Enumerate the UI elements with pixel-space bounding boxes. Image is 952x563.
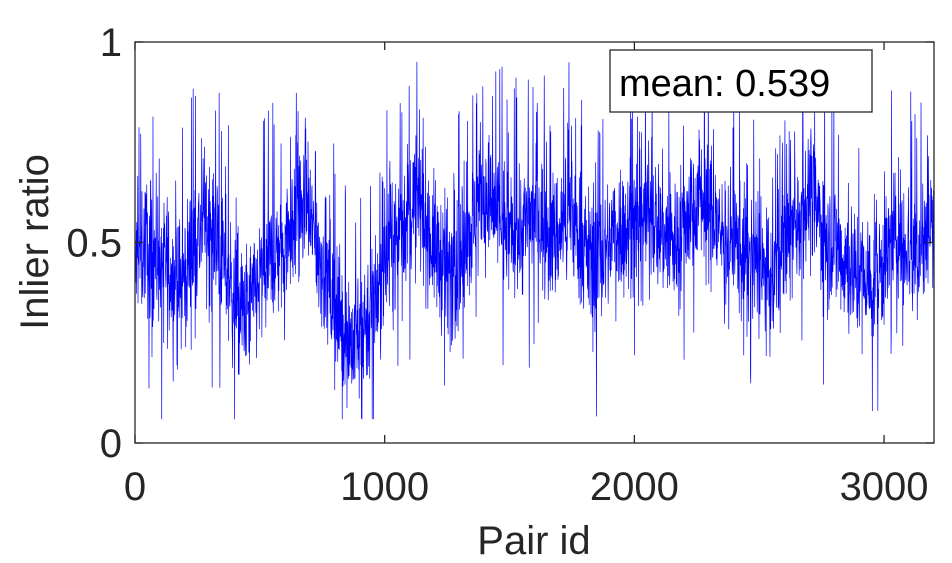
y-tick-label: 0 <box>100 422 122 466</box>
annotation-frame <box>609 49 873 113</box>
mean-annotation: mean: 0.539 <box>619 63 830 105</box>
x-tick-label: 0 <box>124 465 146 509</box>
legend-box: mean: 0.539 <box>609 49 873 113</box>
inlier-ratio-series-line <box>135 61 934 420</box>
y-tick-label: 0.5 <box>66 222 122 266</box>
y-tick-label: 1 <box>100 21 122 65</box>
x-tick-label: 1000 <box>340 465 429 509</box>
y-axis-label: Inlier ratio <box>13 154 57 330</box>
x-tick-label: 3000 <box>840 465 929 509</box>
x-tick-label: 2000 <box>590 465 679 509</box>
x-axis-label: Pair id <box>477 519 590 563</box>
